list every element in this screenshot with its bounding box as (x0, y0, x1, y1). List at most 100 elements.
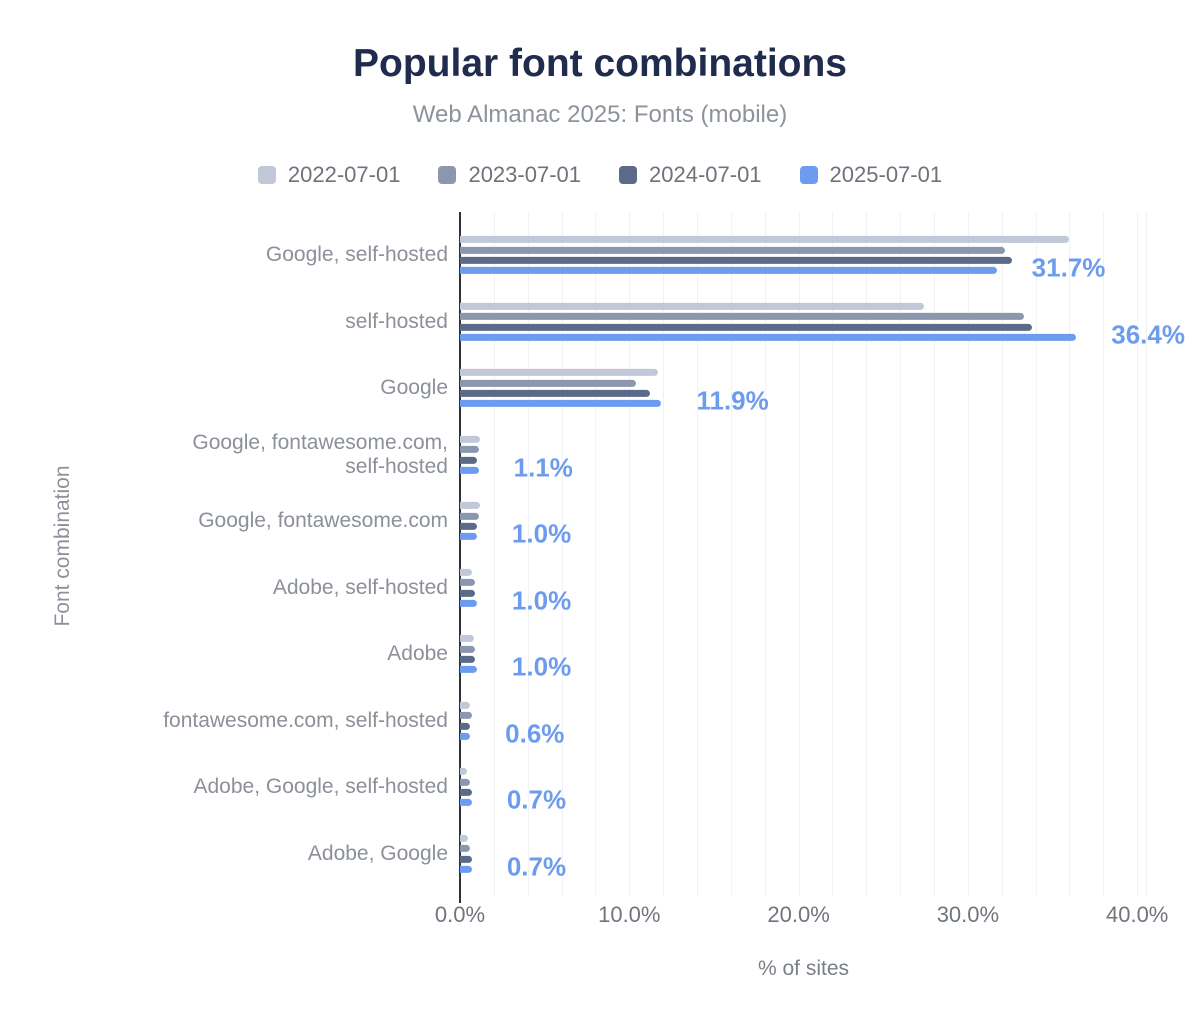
legend-item-2025-07-01[interactable]: 2025-07-01 (799, 162, 943, 188)
bar-stack (460, 834, 1200, 873)
bar-2023-07-01[interactable] (460, 446, 479, 454)
bar-2024-07-01[interactable] (460, 456, 477, 464)
bar-2024-07-01[interactable] (460, 256, 1012, 264)
legend: 2022-07-01 2023-07-01 2024-07-01 2025-07-01 (0, 162, 1200, 188)
bars-zone: 1.1% (460, 422, 1200, 489)
legend-swatch (438, 166, 457, 184)
legend-swatch (257, 166, 276, 184)
bar-2025-07-01[interactable] (460, 599, 477, 607)
plot-gridline (798, 212, 800, 896)
bar-2024-07-01[interactable] (460, 788, 472, 796)
bar-stack (460, 236, 1200, 275)
category-label: Adobe, Google, self-hosted (193, 775, 448, 799)
x-tick-label: 10.0% (598, 902, 661, 927)
bar-2023-07-01[interactable] (460, 845, 471, 853)
chart-row: Google, self-hosted 31.7% (0, 222, 1200, 289)
legend-label: 2024-07-01 (649, 162, 762, 187)
bars-zone: 0.6% (460, 688, 1200, 755)
plot-gridline (1069, 212, 1071, 896)
bar-2023-07-01[interactable] (460, 712, 472, 720)
value-label: 1.0% (511, 585, 572, 616)
bar-2025-07-01[interactable] (460, 533, 477, 541)
bar-2025-07-01[interactable] (460, 732, 471, 740)
chart-row: fontawesome.com, self-hosted 0.6% (0, 688, 1200, 755)
plot-gridline (866, 212, 868, 896)
bar-2023-07-01[interactable] (460, 379, 637, 387)
plot-gridline (832, 212, 834, 896)
legend-item-2022-07-01[interactable]: 2022-07-01 (257, 162, 400, 188)
legend-item-2024-07-01[interactable]: 2024-07-01 (619, 162, 762, 188)
plot-gridline (1001, 212, 1003, 896)
x-tick-label: 20.0% (767, 902, 830, 927)
bar-2024-07-01[interactable] (460, 389, 650, 397)
plot-gridline (900, 212, 902, 896)
bar-2022-07-01[interactable] (460, 635, 474, 643)
bar-2022-07-01[interactable] (460, 701, 471, 709)
x-tick-label: 40.0% (1105, 902, 1169, 927)
bar-2024-07-01[interactable] (460, 323, 1033, 331)
bar-2022-07-01[interactable] (460, 568, 472, 576)
plot-gridline (663, 212, 665, 896)
plot-gridline (1146, 212, 1147, 896)
bar-2025-07-01[interactable] (460, 267, 997, 275)
bar-stack (460, 302, 1200, 341)
bars-zone: 31.7% (460, 222, 1200, 289)
bar-stack (460, 701, 1200, 740)
bar-stack (460, 768, 1200, 807)
bar-2023-07-01[interactable] (460, 645, 476, 653)
legend-label: 2025-07-01 (829, 162, 943, 187)
bar-2023-07-01[interactable] (460, 579, 476, 587)
bar-2022-07-01[interactable] (460, 502, 481, 510)
legend-item-2023-07-01[interactable]: 2023-07-01 (438, 162, 581, 188)
bar-2022-07-01[interactable] (460, 302, 924, 310)
bar-2024-07-01[interactable] (460, 589, 476, 597)
chart-row: Adobe, self-hosted 1.0% (0, 555, 1200, 622)
bar-2025-07-01[interactable] (460, 466, 479, 474)
plot-gridline (527, 212, 529, 896)
y-axis-line (459, 212, 461, 903)
bar-2022-07-01[interactable] (460, 768, 467, 776)
bar-2023-07-01[interactable] (460, 778, 471, 786)
bars-zone: 36.4% (460, 289, 1200, 356)
chart-row: self-hosted 36.4% (0, 289, 1200, 356)
bar-2022-07-01[interactable] (460, 834, 469, 842)
bar-2024-07-01[interactable] (460, 522, 477, 530)
bars-zone: 1.0% (460, 555, 1200, 622)
value-label: 1.0% (511, 651, 572, 682)
page-subtitle: Web Almanac 2025: Fonts (mobile) (412, 101, 788, 128)
value-label: 0.6% (505, 718, 565, 749)
chart-row: Google, fontawesome.com, self-hosted 1.1% (0, 422, 1200, 489)
bar-2022-07-01[interactable] (460, 236, 1070, 244)
plot-gridline (561, 212, 563, 896)
bar-stack (460, 435, 1200, 474)
plot-gridline (595, 212, 597, 896)
bar-stack (460, 635, 1200, 674)
plot-gridline (1103, 212, 1105, 896)
bar-2023-07-01[interactable] (460, 512, 479, 520)
bar-2025-07-01[interactable] (460, 666, 477, 674)
value-label: 0.7% (506, 851, 567, 882)
bar-2023-07-01[interactable] (460, 313, 1024, 321)
bars-zone: 11.9% (460, 355, 1200, 422)
bar-2025-07-01[interactable] (460, 400, 662, 408)
plot-gridline (730, 212, 732, 896)
bar-stack (460, 369, 1200, 408)
plot-area (460, 212, 1147, 896)
category-label: Google, fontawesome.com (198, 509, 448, 533)
bar-2022-07-01[interactable] (460, 435, 481, 443)
bar-2025-07-01[interactable] (460, 865, 472, 873)
bar-2024-07-01[interactable] (460, 722, 471, 730)
bar-2025-07-01[interactable] (460, 333, 1077, 341)
category-label: Google (380, 376, 448, 400)
plot-gridline (697, 212, 699, 896)
chart-row: Adobe 1.0% (0, 621, 1200, 688)
category-label: Adobe, self-hosted (272, 575, 448, 599)
bar-2022-07-01[interactable] (460, 369, 659, 377)
bar-2023-07-01[interactable] (460, 246, 1006, 254)
bar-2024-07-01[interactable] (460, 655, 476, 663)
bar-2025-07-01[interactable] (460, 799, 472, 807)
bar-2024-07-01[interactable] (460, 855, 472, 863)
plot-gridline (629, 212, 631, 896)
bars-zone: 1.0% (460, 488, 1200, 555)
bar-stack (460, 568, 1200, 607)
